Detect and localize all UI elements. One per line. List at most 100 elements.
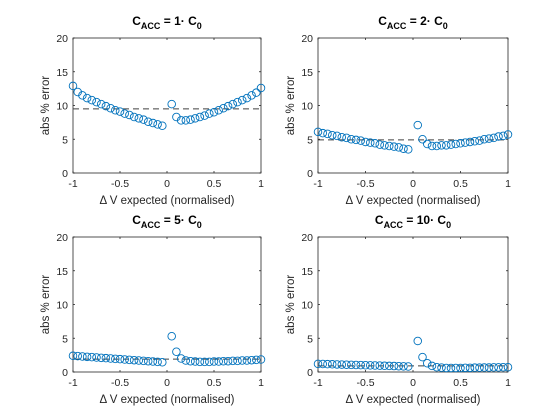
- data-point: [200, 111, 209, 120]
- data-point: [347, 134, 356, 144]
- title-text: C: [132, 213, 141, 227]
- data-point: [456, 139, 465, 148]
- title-text: = 1· C: [160, 14, 197, 28]
- data-point: [427, 361, 437, 371]
- data-point: [176, 116, 186, 125]
- data-point: [351, 360, 361, 370]
- data-point: [120, 355, 129, 364]
- data-point: [129, 112, 139, 122]
- x-tick-label: -1: [313, 178, 322, 190]
- data-point: [247, 91, 256, 100]
- data-point: [247, 355, 256, 365]
- data-point: [361, 137, 370, 147]
- data-point: [366, 361, 375, 370]
- y-tick-label: 0: [62, 367, 68, 379]
- data-point: [465, 363, 475, 373]
- data-point: [101, 101, 111, 111]
- data-point: [470, 137, 480, 146]
- data-point: [375, 361, 385, 370]
- data-point: [399, 144, 408, 153]
- data-point: [328, 130, 337, 140]
- data-point: [370, 361, 380, 370]
- data-point: [148, 357, 158, 366]
- data-point: [318, 359, 328, 369]
- y-tick-label: 15: [56, 266, 68, 278]
- subplot-title: CACC = 2· C0: [378, 14, 448, 31]
- data-point: [418, 134, 427, 144]
- y-tick-label: 5: [62, 333, 68, 345]
- data-point: [470, 363, 480, 372]
- data-point: [380, 361, 389, 371]
- x-tick-label: 0.5: [207, 377, 222, 389]
- data-point: [484, 363, 494, 372]
- y-tick-label: 15: [301, 67, 313, 79]
- y-tick-label: 10: [56, 300, 68, 312]
- data-point: [219, 103, 228, 113]
- data-point: [186, 356, 195, 366]
- data-point: [111, 105, 120, 115]
- x-tick-label: 0: [410, 377, 416, 389]
- data-point: [480, 134, 489, 144]
- data-point: [209, 357, 219, 366]
- title-text: C: [132, 14, 141, 28]
- data-point: [461, 363, 470, 373]
- data-point: [125, 355, 134, 365]
- y-tick-label: 20: [56, 33, 68, 45]
- data-point: [252, 355, 261, 365]
- data-point: [361, 361, 370, 370]
- data-point: [318, 128, 328, 138]
- x-axis-label: Δ V expected (normalised): [346, 394, 481, 406]
- title-text: = 10· C: [403, 213, 446, 227]
- data-point: [413, 120, 423, 130]
- data-point: [342, 360, 351, 369]
- data-point: [129, 355, 139, 365]
- data-point: [413, 336, 423, 346]
- data-point: [484, 134, 494, 143]
- x-tick-label: 1: [505, 377, 511, 389]
- data-point: [195, 112, 205, 122]
- data-point: [190, 357, 200, 366]
- data-point: [332, 131, 342, 141]
- data-point: [399, 362, 408, 371]
- data-point: [446, 140, 456, 149]
- data-point: [181, 116, 191, 125]
- data-point: [437, 141, 446, 150]
- data-point: [394, 143, 404, 152]
- x-tick-label: 0: [410, 178, 416, 190]
- data-point: [115, 354, 125, 364]
- data-point: [106, 354, 115, 363]
- title-subscript: 0: [443, 21, 448, 31]
- title-subscript: 0: [446, 220, 451, 230]
- data-point: [106, 103, 115, 113]
- data-point: [139, 356, 148, 366]
- data-point: [87, 95, 97, 105]
- title-text: = 5· C: [160, 213, 197, 227]
- data-point: [446, 363, 456, 373]
- data-point: [158, 357, 167, 367]
- x-axis-label: Δ V expected (normalised): [100, 394, 235, 406]
- data-point: [148, 118, 158, 128]
- y-tick-label: 20: [301, 232, 313, 244]
- x-tick-label: 1: [258, 178, 264, 190]
- data-point: [451, 363, 461, 373]
- data-point: [337, 132, 347, 142]
- y-tick-label: 10: [301, 101, 313, 113]
- subplot-title: CACC = 10· C0: [375, 213, 451, 230]
- data-point: [475, 363, 484, 372]
- data-point: [465, 137, 475, 147]
- data-point: [432, 363, 442, 372]
- data-point: [219, 356, 228, 366]
- data-point: [499, 131, 508, 141]
- x-tick-label: 1: [505, 178, 511, 190]
- x-tick-label: 1: [258, 377, 264, 389]
- y-tick-label: 10: [301, 300, 313, 312]
- data-point: [442, 363, 451, 373]
- data-point: [461, 138, 470, 147]
- data-point: [385, 361, 394, 371]
- data-point: [87, 352, 97, 362]
- data-point: [475, 136, 484, 145]
- data-point: [205, 109, 214, 118]
- title-subscript: ACC: [384, 220, 404, 230]
